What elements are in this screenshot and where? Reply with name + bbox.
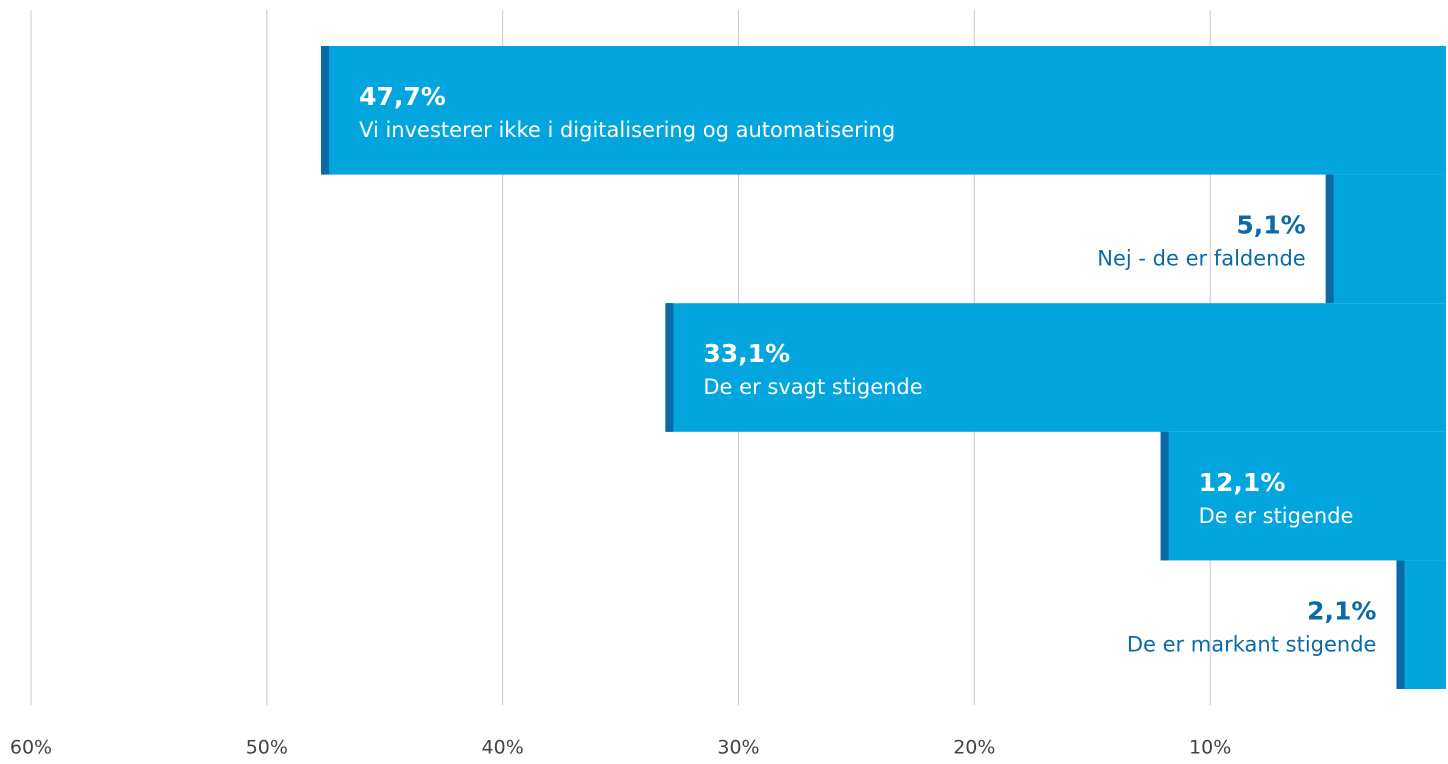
- category-label: De er stigende: [1199, 504, 1354, 528]
- bar: [1396, 560, 1446, 689]
- bar: [321, 46, 1447, 175]
- bar: [1160, 431, 1446, 561]
- value-label: 2,1%: [1307, 596, 1376, 625]
- x-tick-label: 50%: [246, 737, 288, 759]
- x-tick-label: 30%: [717, 737, 759, 759]
- value-label: 47,7%: [359, 82, 446, 111]
- value-label: 33,1%: [703, 339, 790, 368]
- bar: [1325, 174, 1446, 304]
- bar: [665, 303, 1446, 432]
- bar-edge: [321, 46, 330, 175]
- category-label: Vi investerer ikke i digitalisering og a…: [359, 118, 895, 142]
- x-tick-label: 20%: [953, 737, 995, 759]
- bar-edge: [1160, 431, 1169, 561]
- bar-edge: [1396, 560, 1405, 689]
- x-tick-label: 60%: [10, 737, 52, 759]
- bar-edge: [665, 303, 674, 432]
- x-tick-label: 10%: [1189, 737, 1231, 759]
- value-label: 12,1%: [1199, 468, 1286, 497]
- category-label: De er markant stigende: [1127, 632, 1377, 656]
- x-tick-label: 40%: [482, 737, 524, 759]
- category-label: De er svagt stigende: [703, 375, 922, 399]
- bar-edge: [1325, 174, 1334, 304]
- category-label: Nej - de er faldende: [1097, 247, 1305, 271]
- value-label: 5,1%: [1236, 211, 1305, 240]
